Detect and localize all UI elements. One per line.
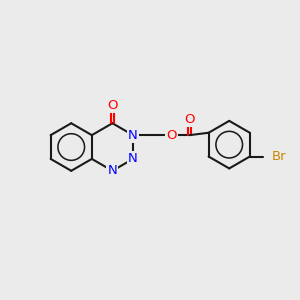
Text: O: O	[107, 99, 118, 112]
Text: Br: Br	[272, 150, 286, 163]
Text: N: N	[128, 152, 138, 165]
Text: N: N	[107, 164, 117, 177]
Text: O: O	[184, 113, 195, 126]
Text: O: O	[167, 129, 177, 142]
Text: N: N	[128, 129, 138, 142]
